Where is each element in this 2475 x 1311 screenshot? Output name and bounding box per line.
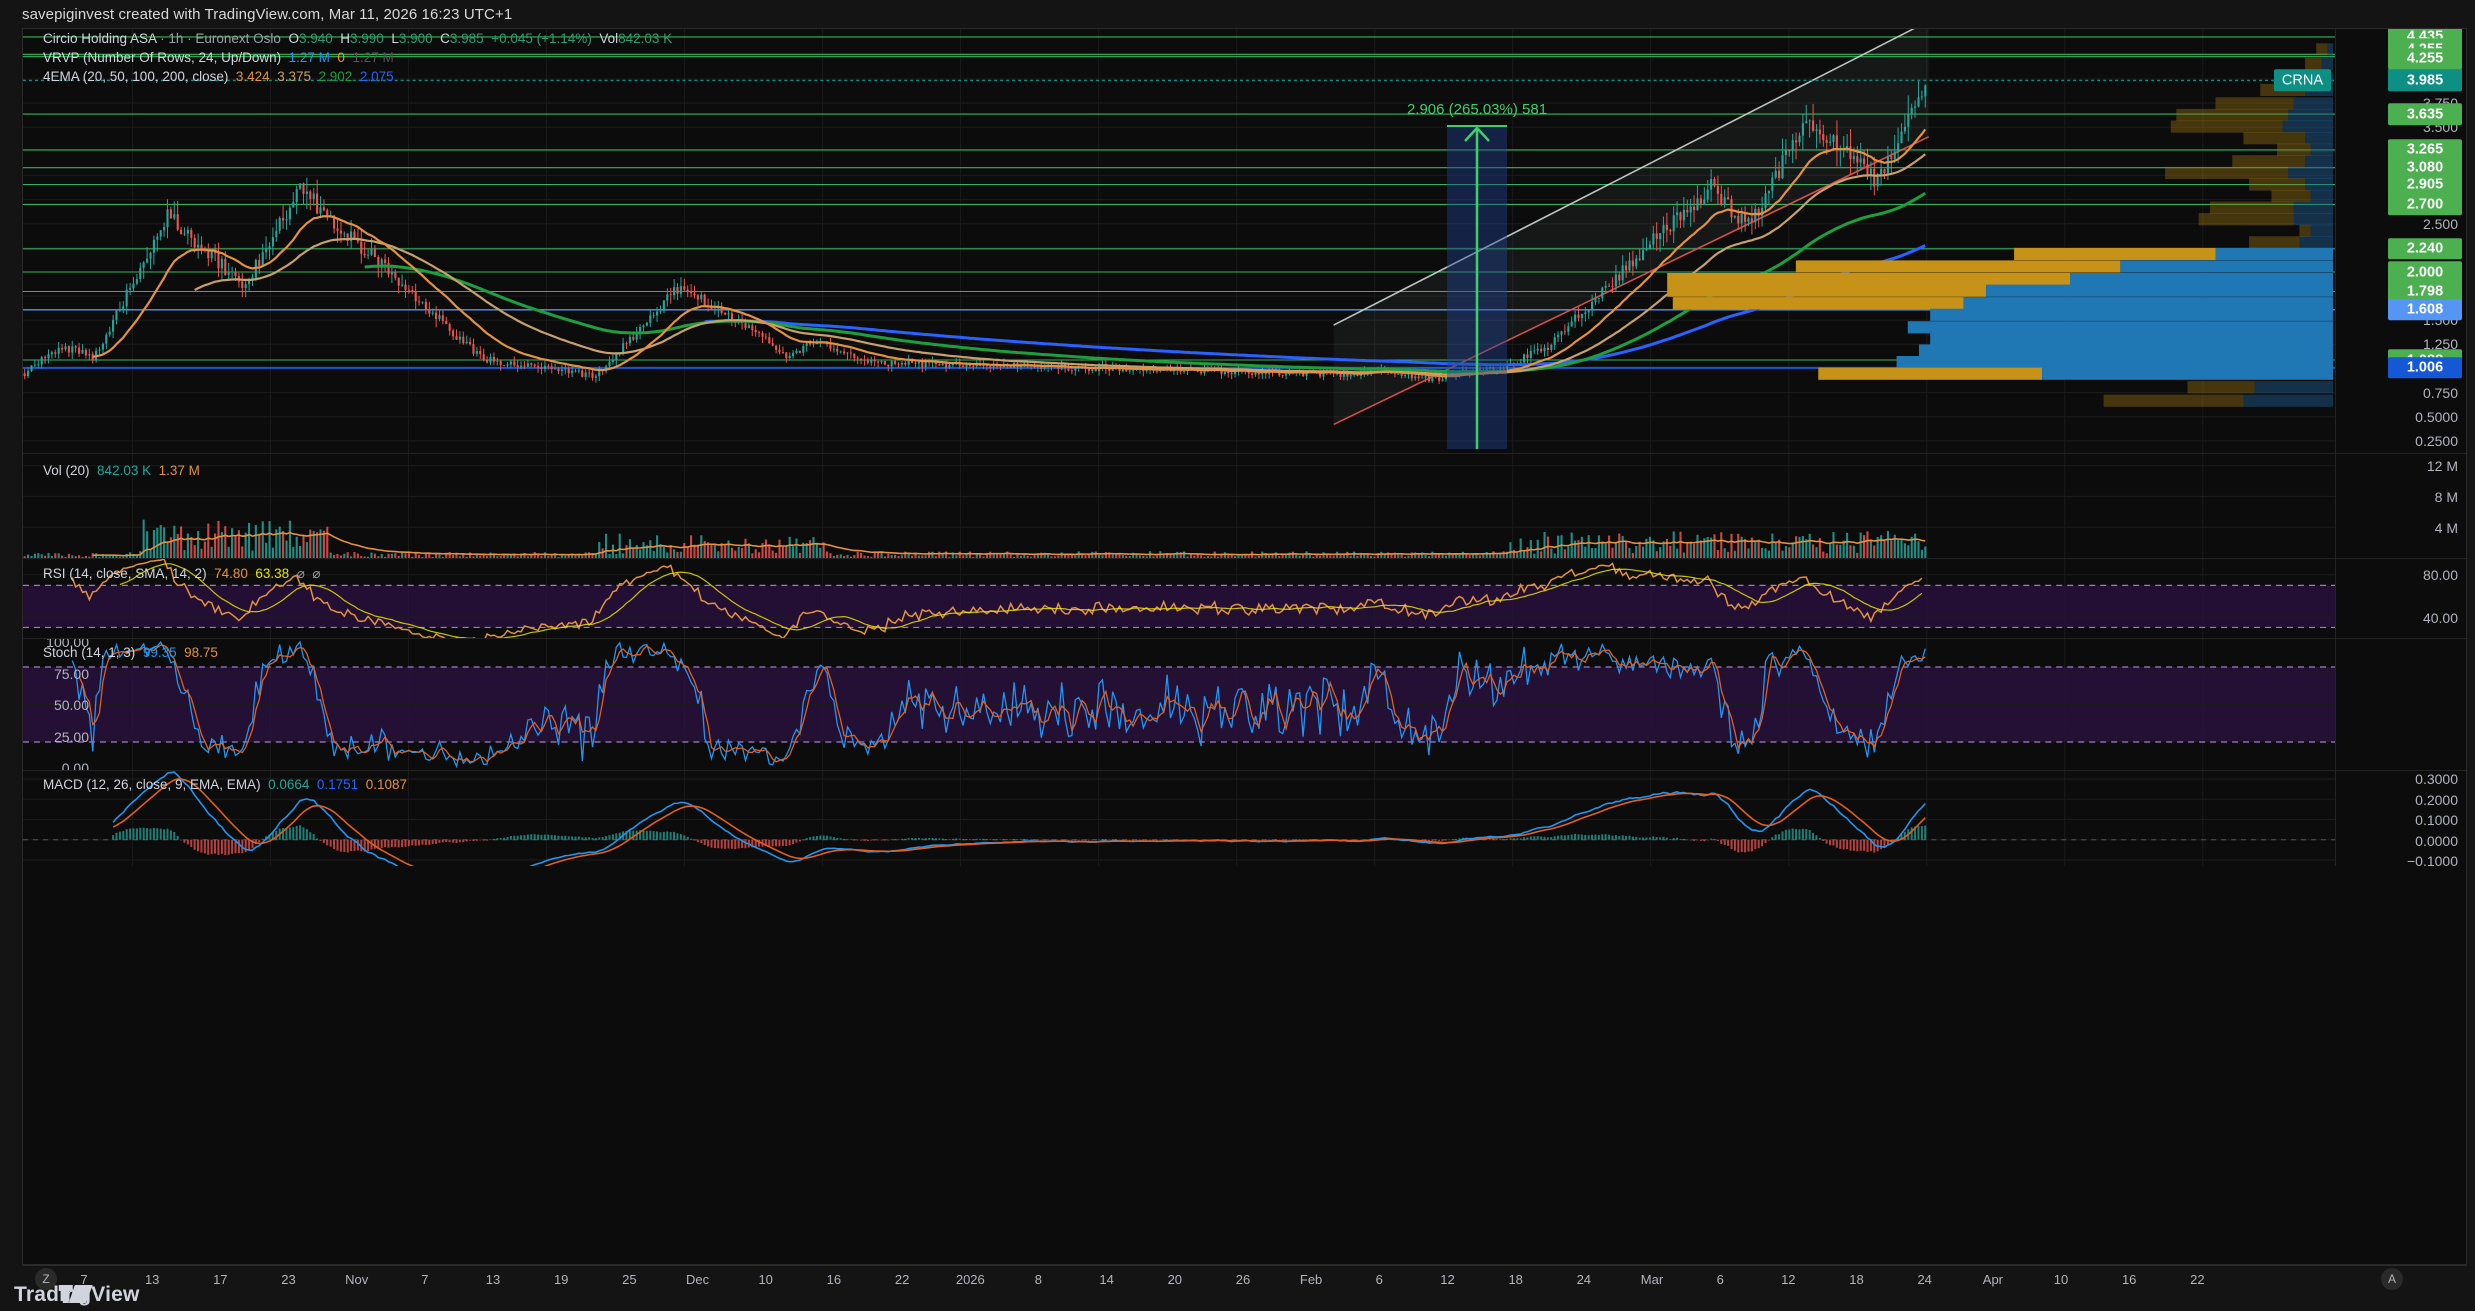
volume-axis-tick: 4 M <box>2434 519 2458 536</box>
price-tag[interactable]: 4.255 <box>2388 47 2462 70</box>
time-axis-tick: 12 <box>1440 1272 1455 1287</box>
macd-plot-area[interactable] <box>23 771 2335 866</box>
time-axis-tick: 23 <box>281 1272 296 1287</box>
measurement-band <box>1447 127 1507 449</box>
time-axis-tick: 12 <box>1781 1272 1796 1287</box>
volume-axis-tick: 12 M <box>2426 457 2458 474</box>
rsi-plot-area[interactable] <box>23 559 2335 638</box>
macd-pane[interactable]: 0.3000 0.2000 0.1000 0.0000 −0.1000 <box>23 770 2466 866</box>
time-axis-tick: 25 <box>622 1272 637 1287</box>
macd-axis-tick: 0.3000 <box>2415 771 2458 788</box>
time-axis-tick: 2026 <box>955 1272 985 1287</box>
time-axis-end-pill[interactable]: A <box>2381 1268 2403 1290</box>
time-axis-tick: 26 <box>1235 1272 1251 1287</box>
time-axis-tick: 24 <box>1576 1272 1592 1287</box>
price-tag[interactable]: 3.080 <box>2388 156 2462 179</box>
time-axis-tick: 6 <box>1716 1272 1724 1287</box>
time-axis-tick: 22 <box>894 1272 910 1287</box>
time-axis-tick: 14 <box>1099 1272 1114 1287</box>
volume-series-svg <box>23 454 2335 558</box>
price-tag[interactable]: 3.265 <box>2388 139 2462 161</box>
price-pane[interactable]: 2.906 (265.03%) 581 S NOK 3.7503.5003.00… <box>23 29 2466 453</box>
price-axis-tick: 1.250 <box>2422 336 2458 353</box>
price-tag[interactable]: 3.985 <box>2388 69 2462 92</box>
rsi-series-svg <box>23 559 2335 638</box>
tradingview-logo[interactable]: TradingView <box>14 1283 140 1307</box>
price-series-svg <box>23 29 2335 453</box>
time-axis-start-pill[interactable]: Z <box>35 1268 57 1290</box>
time-axis-tick: 19 <box>553 1272 569 1287</box>
price-tag[interactable]: 2.000 <box>2388 261 2462 283</box>
macd-axis-tick: 0.2000 <box>2415 791 2458 808</box>
rsi-axis[interactable]: 80.00 40.00 <box>2335 559 2466 638</box>
price-axis-tick: 0.5000 <box>2415 408 2458 425</box>
time-axis-tick: Mar <box>1640 1272 1664 1287</box>
price-tag[interactable]: 2.240 <box>2388 238 2462 260</box>
time-axis-tick: 17 <box>213 1272 228 1287</box>
time-axis-tick: 16 <box>826 1272 842 1287</box>
time-axis-tick: 18 <box>1849 1272 1864 1287</box>
stoch-axis-tick: 0.00 <box>61 760 89 770</box>
chart-frame: 2.906 (265.03%) 581 S NOK 3.7503.5003.00… <box>22 28 2467 1265</box>
price-tag[interactable]: 1.798 <box>2388 280 2462 303</box>
time-axis-tick: Dec <box>686 1272 710 1287</box>
price-tag[interactable]: 3.635 <box>2388 103 2462 125</box>
stoch-axis-tick: 75.00 <box>53 665 89 682</box>
time-axis-tick: 22 <box>2190 1272 2205 1287</box>
price-axis-tick: 2.500 <box>2422 215 2458 232</box>
price-axis[interactable]: NOK 3.7503.5003.0002.7502.5001.7501.5001… <box>2273 29 2466 453</box>
price-axis-tick: 0.750 <box>2422 384 2458 401</box>
time-axis-tick: 18 <box>1508 1272 1523 1287</box>
time-axis-tick: 8 <box>1034 1272 1043 1287</box>
rsi-axis-tick: 40.00 <box>2422 609 2458 626</box>
price-tag[interactable]: 2.700 <box>2388 193 2462 216</box>
rsi-axis-tick: 80.00 <box>2422 567 2458 583</box>
time-axis-tick: 16 <box>2121 1272 2137 1287</box>
price-tag[interactable]: 1.608 <box>2388 299 2462 321</box>
time-axis-tick: 6 <box>1375 1272 1383 1287</box>
rsi-pane[interactable]: 80.00 40.00 <box>23 558 2466 638</box>
time-axis[interactable]: Z 7 13 17 23 Nov 7 13 19 25 Dec 10 16 22 2026 8 14 20 26 Fe… <box>22 1265 2467 1293</box>
time-axis-tick: Nov <box>345 1272 369 1287</box>
volume-axis[interactable]: 12 M 8 M 4 M <box>2335 454 2466 558</box>
price-plot-area[interactable] <box>23 29 2335 453</box>
macd-series-svg <box>23 771 2335 866</box>
volume-plot-area[interactable] <box>23 454 2335 558</box>
price-tag[interactable]: 2.905 <box>2388 173 2462 196</box>
time-axis-tick: 24 <box>1917 1272 1932 1287</box>
volume-axis-tick: 8 M <box>2434 488 2458 505</box>
time-axis-tick: 10 <box>2053 1272 2069 1287</box>
stoch-axis[interactable] <box>2335 639 2466 770</box>
price-axis-tick: 0.2500 <box>2415 432 2458 449</box>
macd-axis-tick: −0.1000 <box>2407 852 2458 866</box>
last-price-symbol-tag: CRNA <box>2273 69 2331 92</box>
macd-axis-tick: 0.1000 <box>2415 812 2458 828</box>
time-axis-tick: 10 <box>758 1272 773 1287</box>
time-axis-tick: 7 <box>421 1272 429 1287</box>
measurement-label: 2.906 (265.03%) 581 <box>1406 101 1548 118</box>
watermark-credit: savepiginvest created with TradingView.c… <box>22 6 513 23</box>
stoch-axis-tick: 50.00 <box>53 697 89 713</box>
stoch-series-svg <box>23 639 2335 770</box>
stoch-axis-tick: 25.00 <box>53 728 89 745</box>
stoch-plot-area[interactable] <box>23 639 2335 770</box>
stoch-pane[interactable]: 100.00 75.00 50.00 25.00 0.00 <box>23 638 2466 770</box>
macd-axis-tick: 0.0000 <box>2415 832 2458 849</box>
macd-axis[interactable]: 0.3000 0.2000 0.1000 0.0000 −0.1000 <box>2335 771 2466 866</box>
time-axis-tick: Feb <box>1299 1272 1323 1287</box>
volume-pane[interactable]: 12 M 8 M 4 M <box>23 453 2466 558</box>
time-axis-tick: 20 <box>1167 1272 1183 1287</box>
price-tag[interactable]: 1.006 <box>2388 357 2462 379</box>
time-axis-tick: 13 <box>485 1272 501 1287</box>
time-axis-tick: 13 <box>144 1272 160 1287</box>
stoch-axis-tick: 100.00 <box>46 638 89 650</box>
tradingview-logo-icon <box>58 1285 93 1303</box>
time-axis-tick: Apr <box>1982 1272 2004 1287</box>
time-axis-tick: 7 <box>80 1272 88 1287</box>
